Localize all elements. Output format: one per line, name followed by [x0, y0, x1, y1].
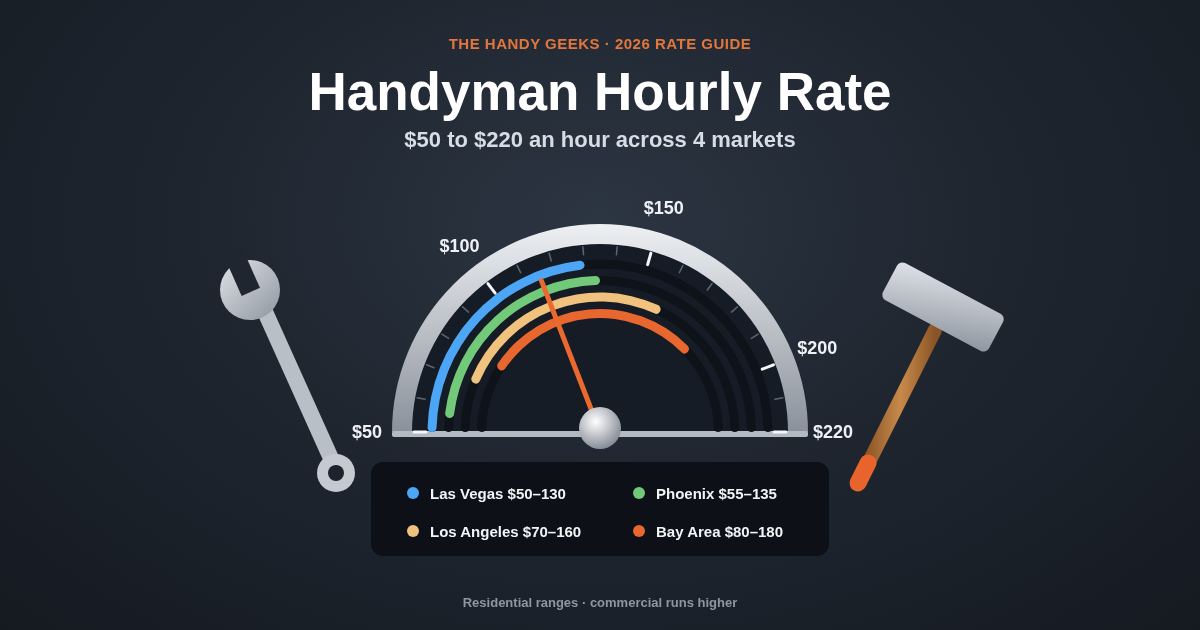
html-text:THE HANDY GEEKS · 2026 RATE GU: THE HANDY GEEKS · 2026 RATE GUIDE	[448, 35, 752, 52]
html-text:Residential ranges · commercia: Residential ranges · commercial runs hig…	[462, 595, 738, 610]
svg-text:$100: $100	[440, 236, 480, 256]
html-text:Bay Area $80–180: Bay Area $80–180	[656, 522, 783, 540]
svg-text:$50: $50	[352, 422, 382, 442]
svg-text:$200: $200	[797, 338, 837, 358]
html-text:$50 to $220 an hour across 4 m: $50 to $220 an hour across 4 markets	[404, 127, 796, 152]
html-text:Los Angeles $70–160: Los Angeles $70–160	[430, 522, 582, 540]
html-text:Handyman Hourly Rate: Handyman Hourly Rate	[308, 62, 892, 121]
svg-text:$150: $150	[644, 198, 684, 218]
svg-text:$220: $220	[813, 422, 853, 442]
html-text:Las Vegas $50–130: Las Vegas $50–130	[430, 484, 566, 502]
html-text:Phoenix $55–135: Phoenix $55–135	[656, 484, 777, 502]
